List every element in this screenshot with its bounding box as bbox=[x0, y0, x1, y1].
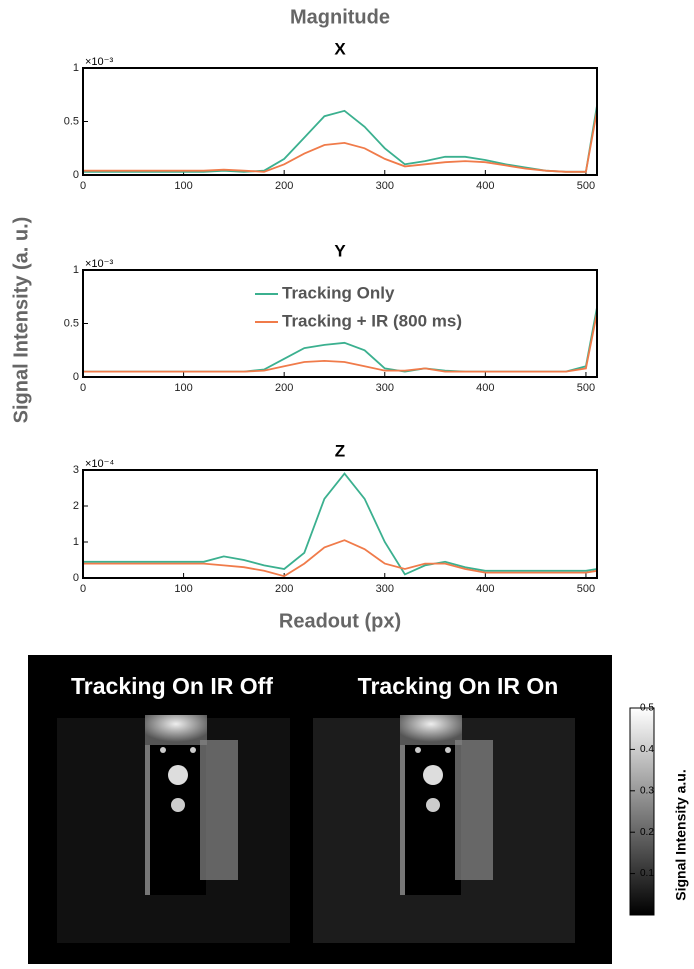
subplot-title: Z bbox=[335, 441, 345, 460]
y-multiplier: ×10⁻³ bbox=[85, 258, 113, 270]
x-tick-label: 200 bbox=[275, 180, 293, 192]
mri-image bbox=[57, 715, 290, 943]
x-tick-label: 0 bbox=[80, 583, 86, 595]
x-tick-label: 500 bbox=[577, 180, 595, 192]
axes-box bbox=[82, 67, 598, 176]
y-axis-label: Signal Intensity (a. u.) bbox=[10, 217, 32, 424]
y-tick-label: 1 bbox=[73, 264, 79, 276]
x-tick-label: 300 bbox=[376, 180, 394, 192]
series-line bbox=[83, 472, 598, 576]
x-tick-label: 0 bbox=[80, 180, 86, 192]
x-tick-label: 400 bbox=[476, 382, 494, 394]
x-axis-label: Readout (px) bbox=[279, 610, 401, 632]
x-tick-label: 200 bbox=[275, 583, 293, 595]
colorbar-tick-label: 0.5 bbox=[640, 703, 654, 714]
axes-box bbox=[82, 469, 598, 579]
x-tick-label: 200 bbox=[275, 382, 293, 394]
subplot-title: Y bbox=[334, 241, 346, 260]
y-multiplier: ×10⁻⁴ bbox=[85, 458, 114, 470]
mri-image bbox=[313, 715, 575, 943]
subplot-title: X bbox=[334, 39, 346, 58]
colorbar bbox=[629, 707, 655, 916]
legend-label: Tracking + IR (800 ms) bbox=[282, 311, 462, 330]
series-line bbox=[83, 105, 598, 173]
image-caption: Tracking On IR On bbox=[358, 673, 559, 699]
y-tick-label: 3 bbox=[73, 464, 79, 476]
colorbar-tick-label: 0.2 bbox=[640, 827, 654, 838]
y-tick-label: 0.5 bbox=[64, 115, 79, 127]
y-tick-label: 0 bbox=[73, 572, 79, 584]
x-tick-label: 300 bbox=[376, 583, 394, 595]
x-tick-label: 100 bbox=[174, 180, 192, 192]
figure-title: Magnitude bbox=[290, 6, 390, 28]
legend-label: Tracking Only bbox=[282, 283, 395, 302]
x-tick-label: 400 bbox=[476, 180, 494, 192]
x-tick-label: 500 bbox=[577, 583, 595, 595]
y-tick-label: 2 bbox=[73, 500, 79, 512]
x-tick-label: 0 bbox=[80, 382, 86, 394]
y-tick-label: 0.5 bbox=[64, 317, 79, 329]
y-tick-label: 1 bbox=[73, 536, 79, 548]
y-tick-label: 0 bbox=[73, 371, 79, 383]
y-tick-label: 1 bbox=[73, 62, 79, 74]
series-line bbox=[83, 110, 598, 173]
y-tick-label: 0 bbox=[73, 169, 79, 181]
x-tick-label: 100 bbox=[174, 382, 192, 394]
x-tick-label: 300 bbox=[376, 382, 394, 394]
x-tick-label: 100 bbox=[174, 583, 192, 595]
colorbar-tick-label: 0.3 bbox=[640, 785, 654, 796]
y-multiplier: ×10⁻³ bbox=[85, 56, 113, 68]
x-tick-label: 500 bbox=[577, 382, 595, 394]
series-line bbox=[83, 312, 598, 373]
series-line bbox=[83, 539, 598, 578]
image-caption: Tracking On IR Off bbox=[71, 673, 273, 699]
x-tick-label: 400 bbox=[476, 583, 494, 595]
axes-box bbox=[82, 269, 598, 378]
colorbar-tick-label: 0.4 bbox=[640, 744, 654, 755]
colorbar-label: Signal Intensity a.u. bbox=[673, 769, 689, 900]
colorbar-tick-label: 0.1 bbox=[640, 868, 654, 879]
